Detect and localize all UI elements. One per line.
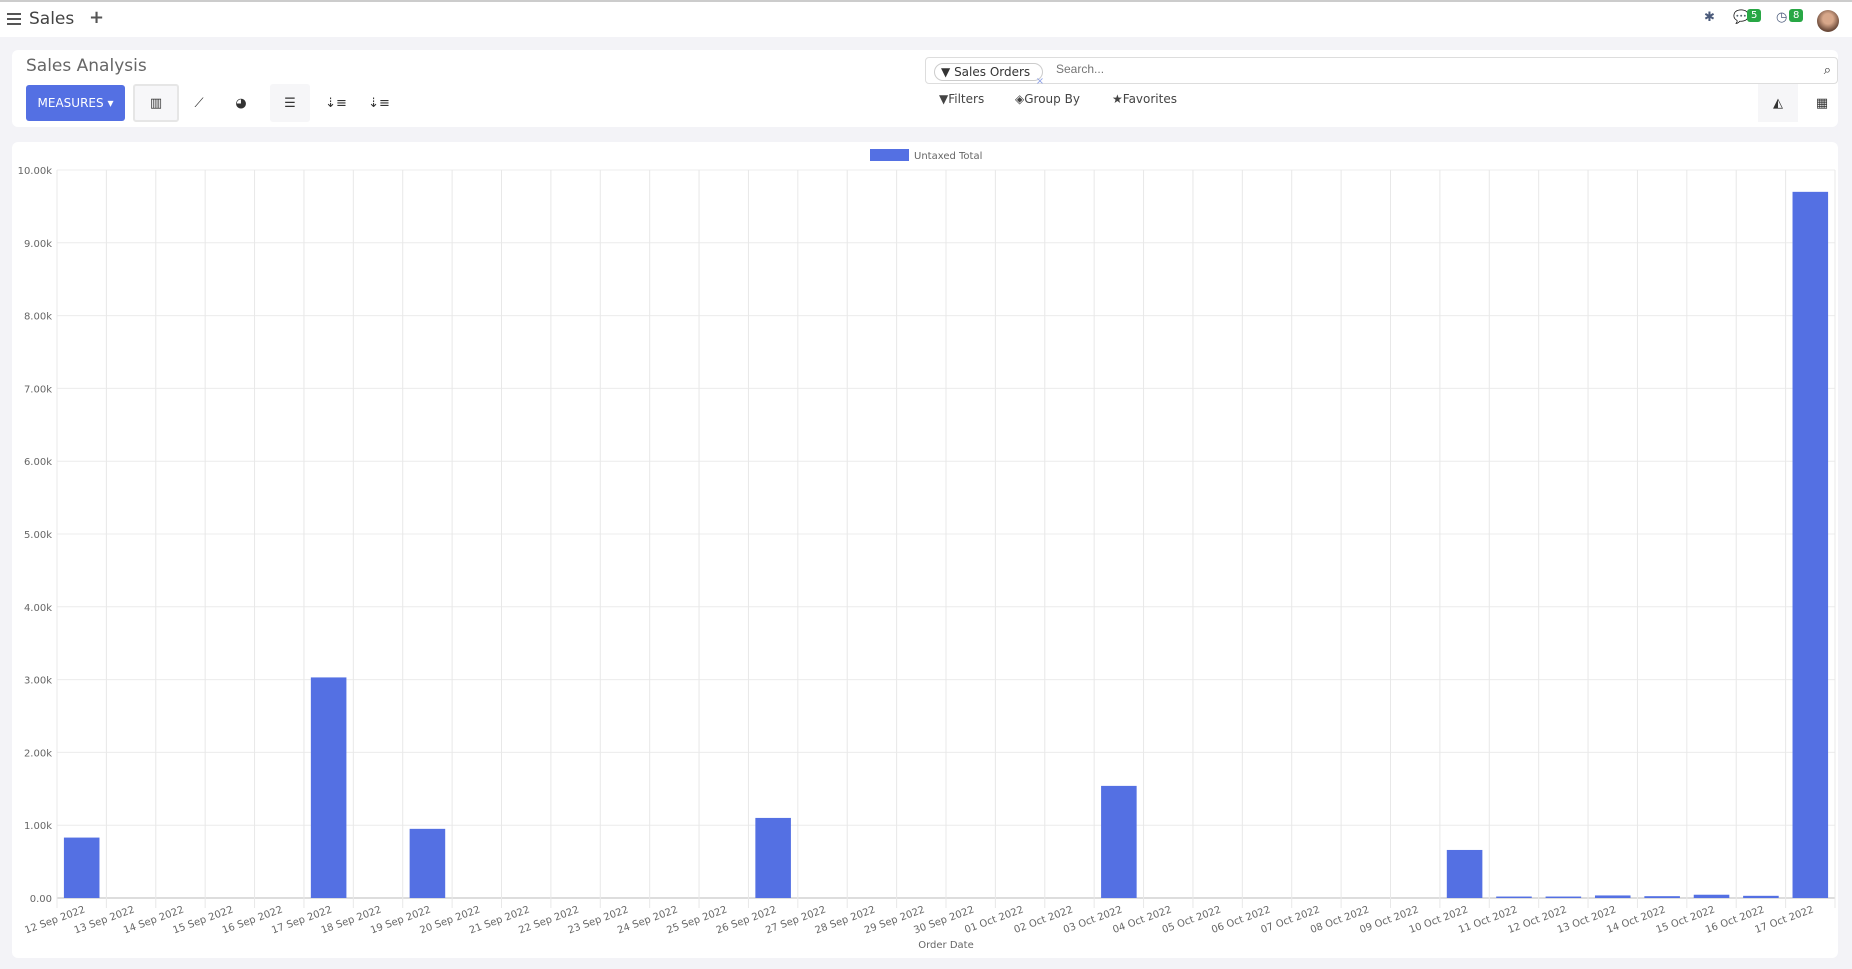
- y-tick-label: 8.00k: [24, 312, 52, 323]
- filter-icon: ▼: [939, 92, 949, 106]
- bar: [1743, 895, 1779, 898]
- bar: [409, 828, 446, 898]
- table-grid-icon: ▦: [1815, 95, 1829, 111]
- bar-chart: Untaxed Total 0.00 1.00k 2.00k 3.00k 4.00k 5.0…: [18, 149, 1836, 951]
- top-navbar: Sales + ✱ 💬 5 ◷ 8: [0, 0, 1852, 37]
- bar-chart-icon: ▥: [149, 95, 163, 111]
- y-tick-label: 0.00: [30, 894, 52, 905]
- database-stack-icon: ☰: [284, 95, 296, 111]
- search-icon[interactable]: ⌕: [1823, 63, 1831, 78]
- filter-icon: ▼: [941, 65, 951, 79]
- measures-label: MEASURES: [37, 96, 104, 110]
- activities-clock-icon[interactable]: ◷: [1776, 10, 1788, 25]
- messages-badge: 5: [1747, 9, 1762, 22]
- sort-ascending-icon: ⇣≡: [368, 95, 390, 111]
- facet-label: Sales Orders: [954, 65, 1031, 79]
- sort-ascending-button[interactable]: ⇣≡: [359, 84, 399, 122]
- hamburger-menu-icon[interactable]: [7, 13, 21, 25]
- messages-icon[interactable]: 💬: [1733, 10, 1750, 25]
- groupby-button[interactable]: ◈Group By: [1015, 92, 1080, 106]
- y-tick-label: 5.00k: [24, 530, 52, 541]
- activities-badge: 8: [1789, 9, 1804, 22]
- bar: [63, 837, 100, 898]
- filters-button[interactable]: ▼Filters: [939, 92, 984, 106]
- user-avatar[interactable]: [1817, 10, 1839, 32]
- bar: [1693, 894, 1730, 898]
- bar: [1594, 895, 1631, 898]
- x-axis-title: Order Date: [918, 940, 974, 951]
- search-input[interactable]: [1056, 62, 1756, 76]
- filters-label: Filters: [948, 92, 985, 106]
- pie-chart-icon: ◕: [235, 95, 247, 111]
- layers-icon: ◈: [1015, 92, 1025, 106]
- pivot-view-button[interactable]: ▦: [1802, 84, 1842, 122]
- y-tick-label: 2.00k: [24, 748, 52, 759]
- bar: [755, 817, 791, 898]
- app-name[interactable]: Sales: [29, 9, 75, 29]
- star-icon: ★: [1112, 92, 1123, 106]
- bar: [1545, 896, 1582, 898]
- y-tick-label: 1.00k: [24, 821, 52, 832]
- legend-swatch: [870, 149, 909, 161]
- y-tick-label: 7.00k: [24, 384, 52, 395]
- bar: [310, 677, 347, 898]
- bar: [1101, 785, 1137, 898]
- y-tick-label: 4.00k: [24, 603, 52, 614]
- area-chart-icon: ◭: [1773, 95, 1783, 111]
- search-facet[interactable]: ▼ Sales Orders ×: [934, 63, 1044, 87]
- y-tick-label: 3.00k: [24, 676, 52, 687]
- measures-button[interactable]: MEASURES ▾: [26, 85, 125, 121]
- bar: [1792, 191, 1829, 899]
- y-tick-label: 9.00k: [24, 239, 52, 250]
- remove-facet-icon[interactable]: ×: [1035, 76, 1045, 87]
- bar-chart-button[interactable]: ▥: [133, 84, 179, 122]
- sort-descending-button[interactable]: ⇣≡: [316, 84, 356, 122]
- control-panel: Sales Analysis MEASURES ▾ ▥ ⟋ ◕ ☰ ⇣≡ ⇣≡ …: [12, 50, 1838, 127]
- favorites-label: Favorites: [1122, 92, 1177, 106]
- chart-card: Untaxed Total 0.00 1.00k 2.00k 3.00k 4.00k 5.0…: [12, 142, 1838, 958]
- groupby-label: Group By: [1024, 92, 1080, 106]
- line-chart-icon: ⟋: [194, 95, 204, 111]
- debug-bug-icon[interactable]: ✱: [1704, 10, 1715, 25]
- pie-chart-button[interactable]: ◕: [221, 84, 261, 122]
- bar: [1446, 849, 1483, 898]
- new-button[interactable]: +: [89, 7, 105, 28]
- y-tick-label: 10.00k: [18, 166, 53, 177]
- stacked-button[interactable]: ☰: [270, 84, 310, 122]
- y-tick-label: 6.00k: [24, 457, 52, 468]
- sort-descending-icon: ⇣≡: [325, 95, 347, 111]
- search-bar[interactable]: ▼ Sales Orders × ⌕: [925, 57, 1838, 87]
- bar: [1496, 896, 1532, 898]
- legend-label: Untaxed Total: [914, 151, 982, 162]
- page-title: Sales Analysis: [26, 56, 147, 76]
- graph-view-button[interactable]: ◭: [1758, 84, 1798, 122]
- bar: [1644, 896, 1680, 898]
- favorites-button[interactable]: ★Favorites: [1112, 92, 1177, 106]
- line-chart-button[interactable]: ⟋: [179, 84, 219, 122]
